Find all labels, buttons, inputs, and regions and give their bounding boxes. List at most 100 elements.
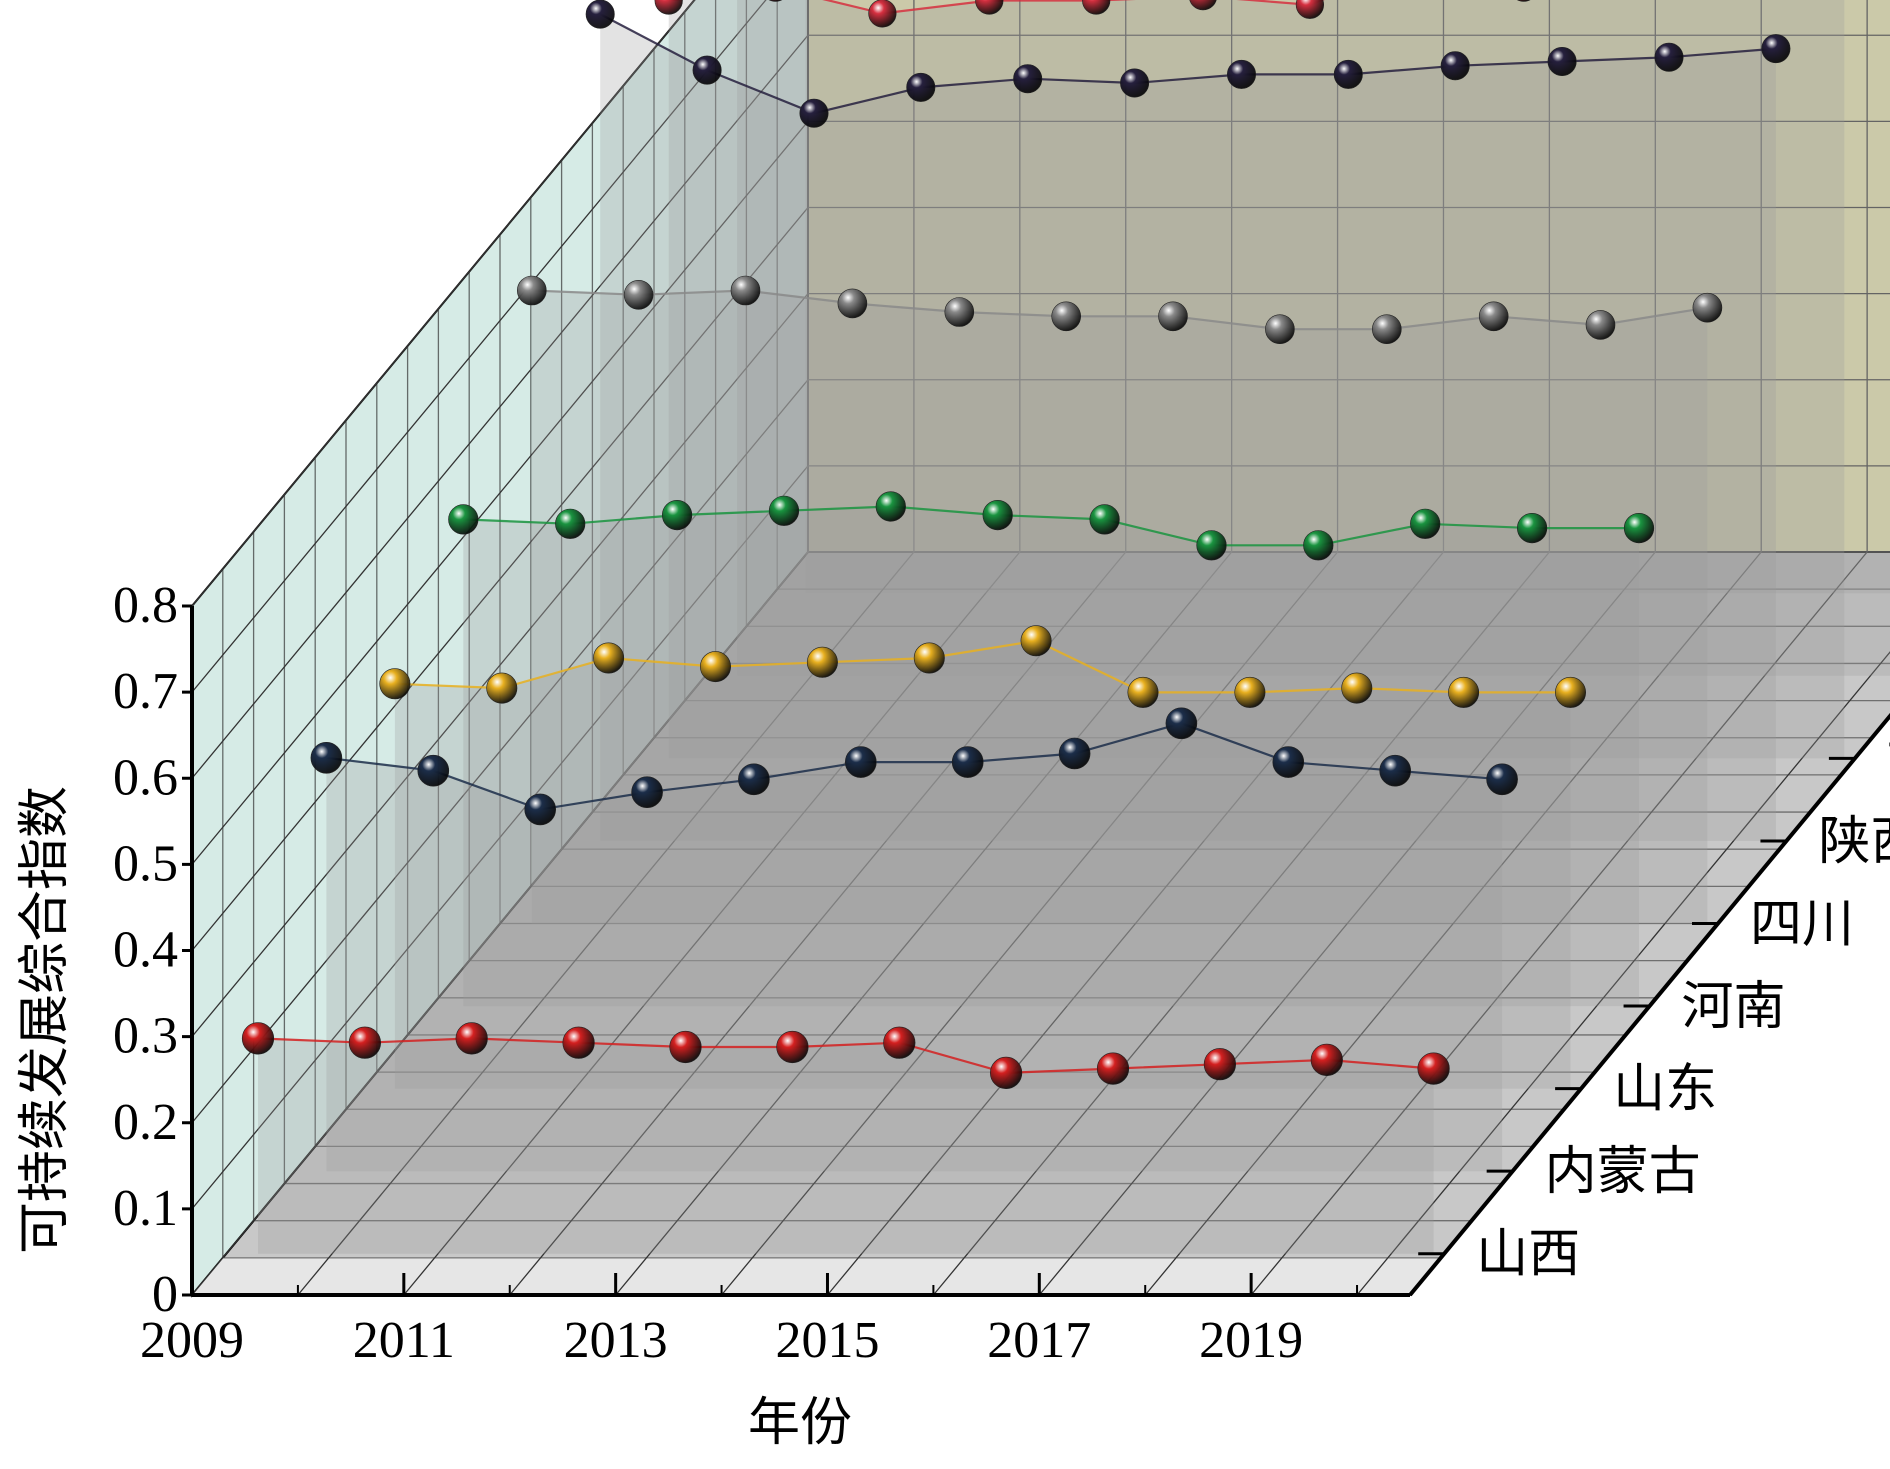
- data-point-四川-2018: [1478, 301, 1509, 332]
- data-point-四川-2012: [837, 288, 868, 319]
- data-point-内蒙古-2011: [524, 793, 557, 826]
- chart-axes: [182, 604, 1890, 1297]
- series-line: [394, 639, 1571, 694]
- data-point-山东-2012: [699, 651, 731, 683]
- data-point-山西-2009: [241, 1022, 275, 1055]
- y-tick-label: 0.2: [113, 1094, 178, 1151]
- data-point-陕西-2014: [1120, 68, 1150, 98]
- data-point-山东-2010: [486, 672, 518, 704]
- province-label: 四川: [1750, 897, 1854, 954]
- data-point-内蒙古-2010: [417, 754, 450, 787]
- data-point-山西-2020: [1417, 1052, 1450, 1085]
- data-point-河南-2020: [1623, 512, 1655, 544]
- data-point-山西-2010: [348, 1026, 382, 1059]
- series-line: [599, 13, 1776, 115]
- data-point-内蒙古-2018: [1272, 746, 1305, 778]
- series-宁夏: [805, 0, 1890, 594]
- y-tick-label: 0.3: [113, 1008, 178, 1065]
- province-label: 山西: [1476, 1227, 1580, 1284]
- data-point-四川-2016: [1265, 314, 1295, 345]
- data-point-河南-2016: [1196, 530, 1227, 561]
- data-point-山西-2019: [1310, 1043, 1343, 1076]
- data-point-陕西-2011: [799, 98, 829, 128]
- y-tick-label: 0.1: [113, 1180, 178, 1237]
- data-point-四川-2020: [1692, 292, 1723, 323]
- province-label: 甘肃: [1887, 731, 1890, 788]
- data-point-山东-2018: [1341, 672, 1373, 704]
- data-point-内蒙古-2009: [310, 741, 343, 774]
- data-point-山东-2009: [379, 668, 411, 700]
- data-point-内蒙古-2015: [951, 746, 984, 778]
- data-point-山西-2011: [455, 1022, 488, 1055]
- side-wall-level-line: [191, 379, 809, 1124]
- series-四川: [516, 275, 1723, 924]
- province-label: 河南: [1682, 979, 1786, 1036]
- data-point-甘肃-2012: [975, 0, 1004, 15]
- data-point-山西-2018: [1203, 1048, 1236, 1081]
- data-point-内蒙古-2012: [631, 776, 663, 809]
- data-point-甘肃-2014: [1189, 0, 1217, 11]
- data-point-陕西-2012: [906, 72, 936, 102]
- data-point-陕西-2016: [1333, 59, 1363, 89]
- data-point-山东-2020: [1555, 676, 1587, 708]
- data-point-四川-2013: [944, 297, 975, 327]
- data-point-甘肃-2013: [1082, 0, 1111, 15]
- data-point-内蒙古-2017: [1165, 707, 1198, 740]
- province-label: 山东: [1613, 1062, 1717, 1119]
- chart-grid: [191, 0, 1890, 1296]
- series-山西: [241, 1022, 1450, 1254]
- series-line: [668, 0, 1325, 15]
- data-point-内蒙古-2013: [738, 763, 770, 796]
- series-curtain: [668, 0, 1845, 759]
- series-青海: [737, 0, 1890, 676]
- data-point-山东-2017: [1234, 676, 1266, 708]
- y-tick-label: 0.4: [113, 922, 178, 979]
- province-label: 内蒙古: [1545, 1144, 1701, 1201]
- province-label: 陕西: [1818, 814, 1890, 871]
- data-point-陕西-2020: [1761, 34, 1791, 64]
- data-point-河南-2011: [661, 499, 693, 531]
- data-point-陕西-2010: [692, 55, 722, 85]
- series-curtain: [531, 290, 1708, 924]
- data-point-陕西-2018: [1547, 46, 1577, 76]
- x-tick-label: 2017: [987, 1312, 1091, 1369]
- data-point-四川-2019: [1585, 310, 1616, 340]
- x-tick-label: 2015: [775, 1312, 879, 1369]
- data-point-陕西-2013: [1013, 64, 1043, 94]
- y-tick-label: 0.6: [113, 749, 178, 806]
- series-line: [531, 289, 1708, 331]
- series-curtain: [600, 14, 1776, 841]
- data-point-陕西-2009: [585, 0, 615, 29]
- side-wall-level-line: [191, 34, 809, 779]
- x-tick-label: 2019: [1199, 1312, 1303, 1369]
- data-point-河南-2017: [1303, 530, 1334, 561]
- data-point-河南-2015: [1089, 504, 1120, 535]
- data-point-山西-2016: [989, 1056, 1023, 1089]
- series-line: [463, 505, 1639, 547]
- data-point-陕西-2015: [1227, 59, 1257, 89]
- series-curtain: [737, 0, 1890, 676]
- data-point-山西-2013: [669, 1030, 702, 1064]
- data-point-四川-2009: [516, 275, 547, 306]
- data-point-甘肃-2017: [1516, 0, 1531, 2]
- data-point-四川-2015: [1158, 301, 1188, 332]
- series-甘肃: [654, 0, 1845, 759]
- data-point-山西-2012: [562, 1026, 595, 1059]
- series-line: [257, 1037, 1434, 1075]
- data-point-四川-2010: [623, 279, 654, 310]
- data-point-四川-2017: [1372, 314, 1402, 345]
- data-point-河南-2009: [448, 504, 479, 535]
- series-陕西: [585, 0, 1791, 841]
- y-tick-label: 0.5: [113, 835, 178, 892]
- y-tick-label: 0.8: [113, 577, 178, 634]
- x-tick-label: 2011: [353, 1312, 455, 1369]
- side-wall-level-line: [191, 0, 696, 607]
- data-point-陕西-2019: [1654, 42, 1684, 72]
- data-point-河南-2010: [555, 508, 586, 539]
- data-point-甘肃-2010: [768, 0, 783, 2]
- y-tick-label: 0.7: [113, 663, 178, 720]
- floor-front-band: [192, 1257, 1441, 1295]
- y-axis-title: 可持续发展综合指数: [17, 786, 74, 1254]
